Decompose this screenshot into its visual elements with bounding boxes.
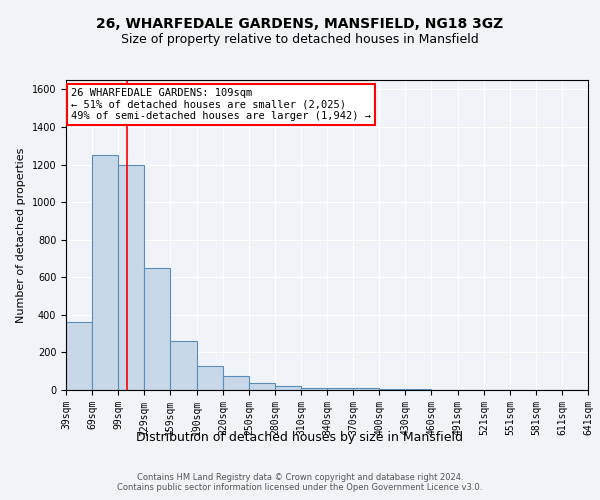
Bar — [118, 164, 144, 390]
Bar — [197, 366, 223, 390]
Bar — [92, 155, 118, 390]
Text: Distribution of detached houses by size in Mansfield: Distribution of detached houses by size … — [137, 431, 464, 444]
Bar — [301, 388, 327, 390]
Bar — [379, 389, 405, 390]
Bar — [66, 322, 92, 390]
Text: 26, WHARFEDALE GARDENS, MANSFIELD, NG18 3GZ: 26, WHARFEDALE GARDENS, MANSFIELD, NG18 … — [97, 18, 503, 32]
Bar — [353, 388, 379, 390]
Y-axis label: Number of detached properties: Number of detached properties — [16, 148, 26, 322]
Text: Contains HM Land Registry data © Crown copyright and database right 2024.
Contai: Contains HM Land Registry data © Crown c… — [118, 473, 482, 492]
Text: 26 WHARFEDALE GARDENS: 109sqm
← 51% of detached houses are smaller (2,025)
49% o: 26 WHARFEDALE GARDENS: 109sqm ← 51% of d… — [71, 88, 371, 121]
Bar — [275, 386, 301, 390]
Bar — [327, 388, 353, 390]
Bar — [170, 341, 197, 390]
Text: Size of property relative to detached houses in Mansfield: Size of property relative to detached ho… — [121, 32, 479, 46]
Bar — [223, 376, 249, 390]
Bar — [249, 384, 275, 390]
Bar — [144, 268, 170, 390]
